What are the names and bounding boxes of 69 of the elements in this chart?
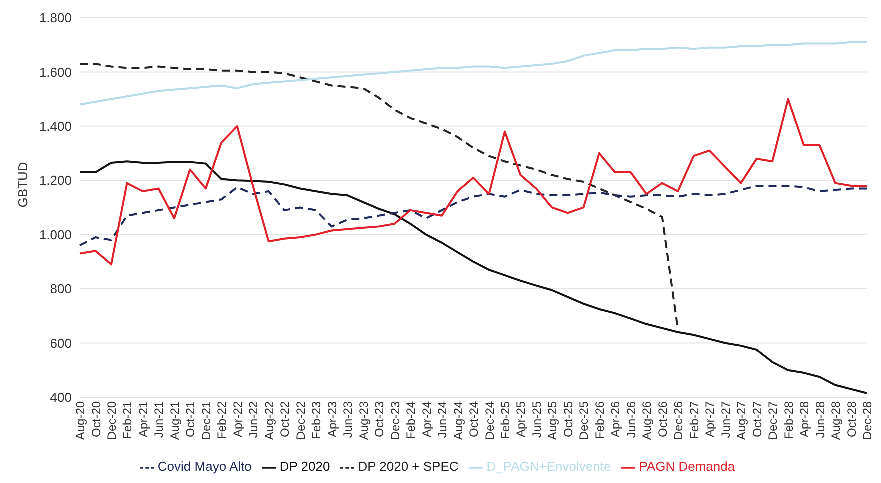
x-tick-label: Aug-24 bbox=[451, 401, 466, 440]
x-tick-label: Oct-25 bbox=[561, 401, 576, 438]
x-tick-label: Oct-20 bbox=[89, 401, 104, 438]
x-tick-label: Aug-21 bbox=[168, 401, 182, 440]
line-series bbox=[79, 98, 868, 266]
legend-label: DP 2020 + SPEC bbox=[358, 459, 459, 474]
x-tick-label: Feb-23 bbox=[310, 401, 324, 440]
x-tick-label: Oct-26 bbox=[656, 401, 670, 438]
x-tick-label: Apr-23 bbox=[325, 401, 340, 438]
x-tick-label: Aug-20 bbox=[74, 401, 88, 440]
y-tick-label: 800 bbox=[50, 282, 72, 297]
x-tick-label: Jun-26 bbox=[624, 401, 638, 438]
x-tick-label: Apr-24 bbox=[420, 401, 434, 438]
x-tick-label: Oct-21 bbox=[184, 401, 198, 438]
x-tick-label: Feb-26 bbox=[592, 401, 607, 440]
y-tick-label: 600 bbox=[50, 336, 72, 351]
y-tick-label: 1.400 bbox=[39, 119, 72, 134]
x-tick-label: Jun-24 bbox=[436, 401, 450, 438]
x-tick-label: Dec-21 bbox=[199, 401, 214, 440]
x-tick-label: Feb-27 bbox=[687, 401, 702, 440]
x-tick-label: Apr-28 bbox=[798, 401, 812, 438]
x-tick-label: Jun-27 bbox=[718, 401, 733, 438]
x-tick-label: Dec-25 bbox=[577, 401, 592, 440]
y-axis-title: GBTUD bbox=[16, 162, 31, 208]
x-tick-label: Jun-23 bbox=[341, 401, 356, 438]
x-tick-label: Apr-26 bbox=[608, 401, 623, 438]
x-tick-label: Aug-25 bbox=[546, 401, 560, 440]
x-tick-label: Aug-23 bbox=[356, 401, 371, 440]
x-tick-label: Aug-28 bbox=[829, 401, 844, 440]
x-tick-label: Feb-21 bbox=[120, 401, 135, 440]
y-tick-label: 1.200 bbox=[39, 173, 72, 188]
legend-label: DP 2020 bbox=[280, 459, 330, 474]
y-tick-label: 1.800 bbox=[39, 10, 72, 26]
x-tick-label: Jun-22 bbox=[246, 401, 261, 438]
x-tick-label: Dec-26 bbox=[672, 401, 686, 440]
x-tick-label: Aug-22 bbox=[262, 401, 276, 440]
x-tick-label: Apr-27 bbox=[703, 401, 718, 438]
legend-label: D_PAGN+Envolvente bbox=[486, 459, 612, 474]
x-tick-label: Apr-22 bbox=[230, 401, 245, 438]
x-tick-label: Dec-27 bbox=[766, 401, 780, 440]
x-tick-label: Jun-28 bbox=[813, 401, 828, 438]
y-tick-label: 400 bbox=[50, 390, 72, 406]
x-tick-label: Feb-24 bbox=[404, 401, 418, 440]
x-tick-label: Apr-25 bbox=[514, 401, 528, 438]
line-series bbox=[79, 160, 868, 394]
x-tick-label: Oct-27 bbox=[750, 401, 764, 438]
x-tick-label: Apr-21 bbox=[136, 401, 150, 438]
x-tick-label: Oct-23 bbox=[372, 401, 387, 438]
x-tick-label: Dec-22 bbox=[294, 401, 308, 440]
line-series bbox=[79, 185, 868, 247]
y-tick-label: 1.000 bbox=[39, 227, 72, 242]
x-tick-label: Aug-26 bbox=[640, 401, 654, 440]
x-tick-label: Oct-28 bbox=[844, 401, 859, 438]
x-tick-label: Dec-24 bbox=[482, 401, 497, 440]
x-tick-label: Aug-27 bbox=[734, 401, 749, 440]
x-tick-label: Feb-22 bbox=[215, 401, 230, 440]
x-tick-label: Oct-24 bbox=[467, 401, 482, 438]
x-tick-label: Jun-25 bbox=[530, 401, 544, 438]
legend-label: Covid Mayo Alto bbox=[158, 459, 252, 474]
x-tick-label: Dec-23 bbox=[388, 401, 402, 440]
x-tick-label: Oct-22 bbox=[278, 401, 292, 438]
x-tick-label: Feb-25 bbox=[498, 401, 512, 440]
y-tick-label: 1.600 bbox=[39, 64, 72, 80]
x-tick-label: Dec-20 bbox=[105, 401, 119, 440]
x-tick-label: Feb-28 bbox=[782, 401, 796, 440]
x-tick-label: Dec-28 bbox=[860, 401, 875, 440]
legend-label: PAGN Demanda bbox=[639, 459, 736, 474]
x-tick-label: Jun-21 bbox=[152, 401, 166, 438]
line-series bbox=[79, 41, 868, 106]
